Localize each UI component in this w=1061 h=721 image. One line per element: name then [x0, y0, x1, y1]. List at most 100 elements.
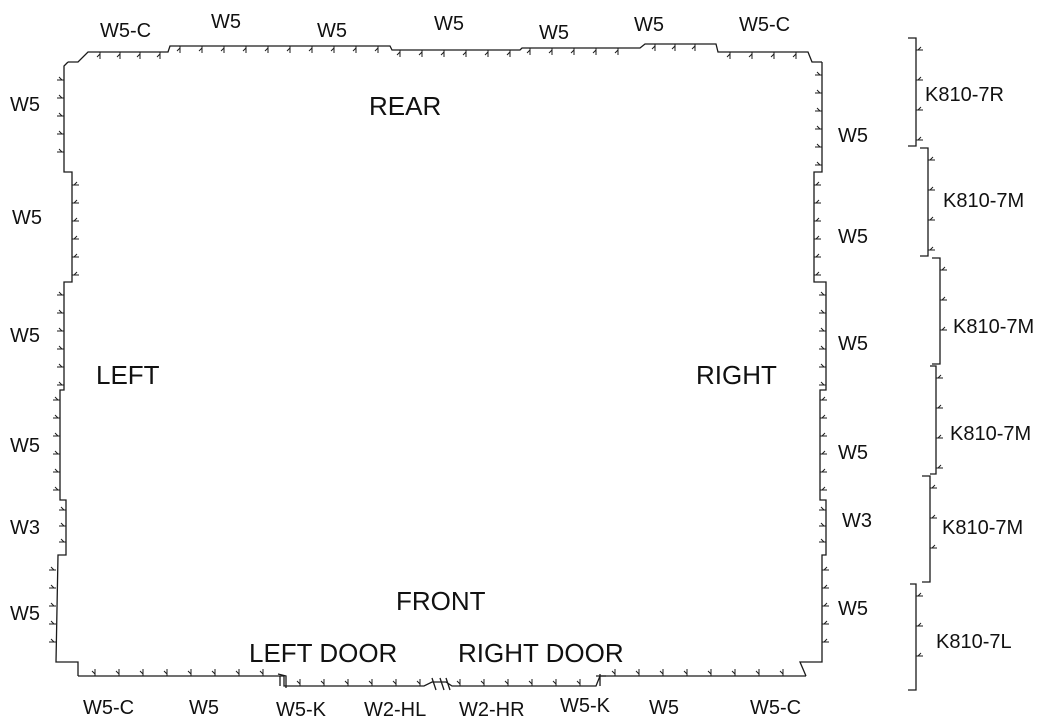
kit-label: K810-7M: [950, 423, 1031, 445]
panel-tick: [779, 670, 784, 675]
panel-tick: [821, 450, 826, 455]
kit-bracket-1: [908, 37, 917, 147]
panel-tick: [821, 486, 826, 491]
top-panel-label: W5: [434, 13, 464, 35]
bottom-panel-label: W2-HL: [364, 699, 426, 721]
panel-tick: [748, 53, 753, 58]
panel-tick: [815, 253, 820, 258]
panel-tick: [73, 217, 78, 222]
panel-tick: [941, 296, 946, 301]
panel-tick: [726, 53, 731, 58]
right-panel-label: W5: [838, 442, 868, 464]
panel-tick: [917, 652, 922, 657]
panel-tick: [820, 291, 825, 296]
panel-tick: [330, 47, 335, 52]
panel-tick: [58, 94, 63, 99]
panel-tick: [96, 53, 101, 58]
panel-tick: [820, 381, 825, 386]
panel-tick: [815, 217, 820, 222]
panel-tick: [929, 186, 934, 191]
panel-tick: [576, 680, 581, 685]
right-label: RIGHT: [696, 360, 777, 390]
panel-tick: [91, 670, 96, 675]
panel-tick: [651, 45, 656, 50]
panel-tick: [54, 486, 59, 491]
panel-tick: [635, 670, 640, 675]
panel-tick: [73, 181, 78, 186]
panel-tick: [344, 680, 349, 685]
left-wall: [55, 61, 79, 676]
panel-tick: [396, 51, 401, 56]
panel-tick: [937, 464, 942, 469]
panel-tick: [418, 51, 423, 56]
panel-tick: [73, 199, 78, 204]
panel-tick: [296, 680, 301, 685]
panel-tick: [73, 235, 78, 240]
panel-tick: [816, 125, 821, 130]
panel-tick: [308, 47, 313, 52]
panel-ticks: [49, 44, 947, 686]
panel-tick: [526, 49, 531, 54]
panel-tick: [58, 148, 63, 153]
panel-tick: [50, 584, 55, 589]
panel-tick: [54, 396, 59, 401]
panel-tick: [941, 326, 946, 331]
panel-tick: [60, 506, 65, 511]
panel-tick: [816, 143, 821, 148]
left-panel-label: W5: [10, 435, 40, 457]
bottom-panel-label: W2-HR: [459, 699, 525, 721]
panel-tick: [820, 327, 825, 332]
kit-label: K810-7M: [942, 517, 1023, 539]
panel-tick: [58, 291, 63, 296]
kit-bracket-3: [932, 257, 941, 365]
panel-tick: [368, 680, 373, 685]
panel-tick: [659, 670, 664, 675]
right-panel-label: W5: [838, 125, 868, 147]
panel-tick: [484, 51, 489, 56]
panel-tick: [820, 363, 825, 368]
panel-tick: [611, 670, 616, 675]
panel-tick: [823, 566, 828, 571]
panel-tick: [506, 51, 511, 56]
panel-tick: [755, 670, 760, 675]
panel-tick: [937, 434, 942, 439]
panel-tick: [480, 680, 485, 685]
panel-tick: [211, 670, 216, 675]
panel-tick: [815, 235, 820, 240]
panel-tick: [770, 53, 775, 58]
panel-tick: [50, 638, 55, 643]
panel-tick: [917, 106, 922, 111]
bottom-panel-label: W5: [649, 697, 679, 719]
panel-tick: [820, 506, 825, 511]
panel-tick: [823, 620, 828, 625]
panel-tick: [58, 130, 63, 135]
panel-tick: [816, 71, 821, 76]
panel-tick: [816, 161, 821, 166]
panel-tick: [198, 47, 203, 52]
kit-bracket-4: [930, 365, 937, 475]
panel-tick: [821, 396, 826, 401]
left-panel-label: W5: [10, 603, 40, 625]
panel-tick: [60, 538, 65, 543]
panel-tick: [456, 680, 461, 685]
panel-tick: [58, 309, 63, 314]
panel-tick: [115, 670, 120, 675]
right-door-label: RIGHT DOOR: [458, 638, 624, 668]
top-panel-label: W5-C: [739, 14, 790, 36]
panel-tick: [570, 49, 575, 54]
panel-tick: [58, 327, 63, 332]
panel-tick: [683, 670, 688, 675]
kit-label: K810-7R: [925, 84, 1004, 106]
left-door-label: LEFT DOOR: [249, 638, 397, 668]
panel-tick: [220, 47, 225, 52]
panel-tick: [50, 620, 55, 625]
left-label: LEFT: [96, 360, 160, 390]
panel-tick: [54, 432, 59, 437]
panel-tick: [929, 246, 934, 251]
left-panel-label: W5: [10, 94, 40, 116]
panel-tick: [504, 680, 509, 685]
panel-tick: [707, 670, 712, 675]
panel-tick: [691, 45, 696, 50]
panel-tick: [820, 538, 825, 543]
panel-tick: [917, 76, 922, 81]
